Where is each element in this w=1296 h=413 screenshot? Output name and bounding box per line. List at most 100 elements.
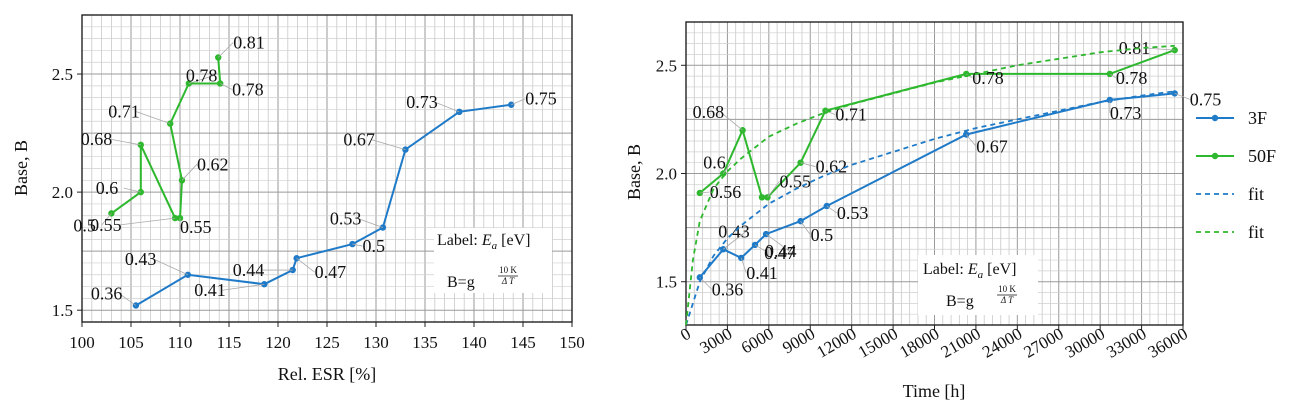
x-tick-label: 30000 bbox=[1062, 324, 1108, 362]
annotation-formula-num: 10 K bbox=[499, 265, 517, 275]
annotation-label-sub: a bbox=[978, 269, 984, 281]
annotation: Label: Ea [eV] B=g 10 KΔ T bbox=[434, 228, 552, 293]
data-label: 0.5 bbox=[811, 225, 834, 245]
y-ticks: 1.5 2.0 2.5 bbox=[656, 56, 686, 292]
label-leader bbox=[123, 187, 141, 193]
data-label: 0.36 bbox=[91, 283, 123, 303]
data-label: 0.47 bbox=[315, 262, 347, 282]
series-line bbox=[699, 92, 1175, 279]
label-leader bbox=[699, 191, 710, 194]
data-label: 0.73 bbox=[406, 92, 438, 112]
data-label: 0.78 bbox=[972, 68, 1004, 88]
x-tick-label: 125 bbox=[314, 333, 340, 352]
data-label: 0.68 bbox=[693, 102, 725, 122]
data-label: 0.56 bbox=[710, 182, 742, 202]
label-leader bbox=[434, 101, 460, 113]
label-leader bbox=[800, 162, 816, 168]
chart-2: 0 3000 6000 9000120001500018000210002400027… bbox=[624, 21, 1276, 401]
label-leader bbox=[220, 83, 233, 90]
y-tick-label: 1.5 bbox=[656, 273, 677, 292]
legend-label: fit bbox=[1248, 184, 1264, 204]
data-label: 0.41 bbox=[194, 280, 226, 300]
series-3f-0: 0.36 0.43 0.410.440.47 0.50.53 0.67 0.73 0.75 bbox=[696, 89, 1222, 299]
y-axis-label: Base, B bbox=[11, 140, 31, 196]
legend-label: fit bbox=[1248, 222, 1264, 242]
data-label: 0.68 bbox=[81, 129, 113, 149]
annotation-label-unit: [eV] bbox=[497, 232, 530, 249]
x-axis-label: Time [h] bbox=[903, 381, 966, 401]
data-label: 0.55 bbox=[779, 171, 811, 191]
series-line bbox=[135, 103, 512, 307]
x-tick-label: 150 bbox=[559, 333, 585, 352]
fit-line bbox=[685, 90, 1175, 326]
annotation-label-unit: [eV] bbox=[983, 261, 1016, 278]
x-tick-label: 6000 bbox=[738, 324, 777, 357]
x-tick-label: 120 bbox=[265, 333, 291, 352]
annotation-formula-num: 10 K bbox=[998, 284, 1016, 294]
label-leader bbox=[826, 205, 838, 214]
x-axis-label: Rel. ESR [%] bbox=[278, 364, 377, 384]
annotation-formula-base: B=g bbox=[447, 274, 475, 291]
label-leader bbox=[181, 164, 198, 181]
label-leader bbox=[296, 257, 315, 273]
data-label: 0.43 bbox=[125, 249, 157, 269]
label-leader bbox=[1109, 73, 1117, 79]
label-leader bbox=[1146, 47, 1175, 51]
annotation-formula: B=g bbox=[447, 274, 475, 291]
label-leader bbox=[800, 220, 811, 236]
data-label: 0.75 bbox=[525, 89, 557, 109]
x-ticks: 0 3000 6000 9000120001500018000210002400027… bbox=[677, 324, 1191, 362]
label-leader bbox=[352, 243, 363, 247]
legend-item: 50F bbox=[1196, 146, 1276, 166]
annotation-label-prefix: Label: bbox=[923, 261, 968, 278]
label-leader bbox=[371, 139, 406, 150]
data-label: 0.78 bbox=[232, 79, 264, 99]
annotation-label-prefix: Label: bbox=[437, 232, 482, 249]
annotation-label: Label: Ea [eV] bbox=[437, 232, 530, 252]
y-ticks: 1.5 2.0 2.5 bbox=[52, 65, 82, 320]
annotation-bg bbox=[434, 228, 552, 293]
data-point bbox=[185, 80, 193, 87]
data-label: 0.73 bbox=[1110, 103, 1142, 123]
data-label: 0.47 bbox=[764, 243, 796, 263]
annotation-label-var: E bbox=[481, 232, 492, 249]
label-leader bbox=[740, 257, 747, 274]
x-tick-label: 33000 bbox=[1103, 324, 1149, 362]
x-tick-label: 9000 bbox=[779, 324, 818, 357]
data-label: 0.71 bbox=[835, 105, 867, 125]
label-leader bbox=[511, 98, 526, 106]
label-leader bbox=[1174, 93, 1190, 100]
x-tick-label: 36000 bbox=[1145, 324, 1191, 362]
label-leader bbox=[723, 230, 747, 250]
data-label: 0.5 bbox=[362, 236, 385, 256]
y-axis-label: Base, B bbox=[624, 144, 644, 200]
data-label: 0.44 bbox=[765, 241, 797, 261]
y-tick-label: 2.5 bbox=[52, 65, 73, 84]
data-label: 0.62 bbox=[197, 154, 229, 174]
series-line-1: 0.50.6 0.68 0.55 0.55 0.62 0.71 0.78 0.78 0.81 bbox=[73, 33, 264, 238]
label-leader bbox=[767, 181, 780, 198]
data-label: 0.6 bbox=[96, 178, 119, 198]
legend-marker bbox=[1211, 152, 1219, 160]
x-tick-label: 115 bbox=[217, 333, 242, 352]
legend-item: fit bbox=[1196, 184, 1264, 204]
label-leader bbox=[108, 138, 141, 146]
data-label: 0.53 bbox=[837, 203, 869, 223]
series-50f-1: 0.560.60.680.550.620.710.78 0.780.81 bbox=[693, 38, 1178, 202]
label-leader bbox=[118, 217, 176, 226]
fit-line bbox=[685, 44, 1175, 326]
legend-item: 3F bbox=[1196, 108, 1267, 128]
x-tick-label: 105 bbox=[118, 333, 144, 352]
x-tick-label: 21000 bbox=[938, 324, 984, 362]
chart-1: 100 105 110 115 120 125 130 135 140 145 150 1.5 2.0 2… bbox=[11, 14, 585, 384]
y-tick-label: 2.0 bbox=[656, 165, 677, 184]
label-leader bbox=[217, 42, 234, 58]
data-label: 0.62 bbox=[816, 157, 848, 177]
data-label: 0.55 bbox=[180, 217, 212, 237]
annotation-bg bbox=[918, 255, 1038, 315]
data-label: 0.75 bbox=[1190, 89, 1222, 109]
y-tick-label: 2.5 bbox=[656, 56, 677, 75]
x-tick-label: 110 bbox=[168, 333, 193, 352]
legend-label: 50F bbox=[1248, 146, 1276, 166]
